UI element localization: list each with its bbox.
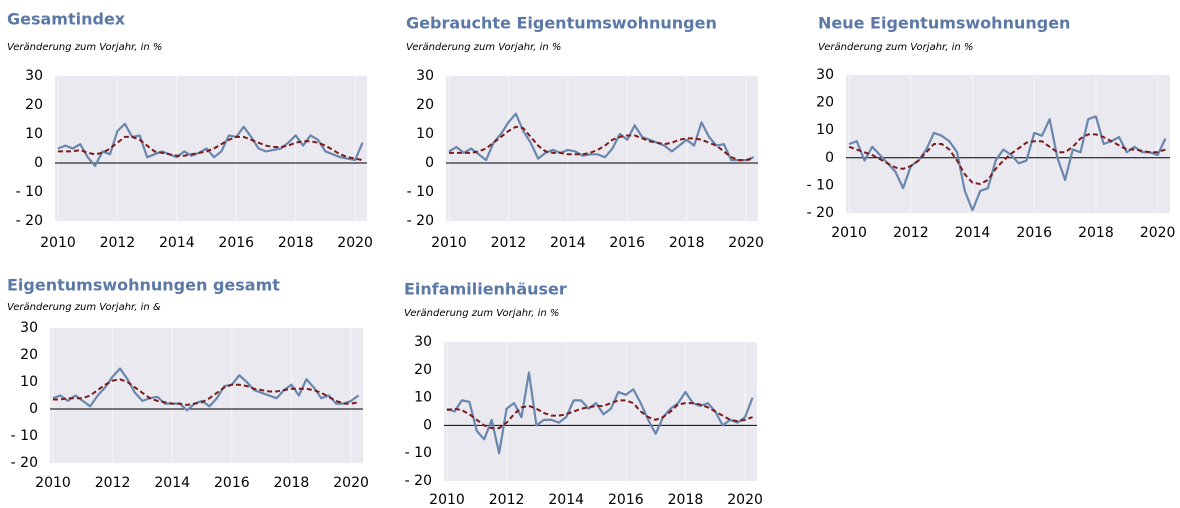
x-tick-label: 2016 [608,492,644,508]
y-tick-label: 20 [414,362,432,378]
x-tick-label: 2014 [154,475,190,491]
y-tick-label: 10 [20,374,38,390]
y-tick-label: 20 [416,97,434,113]
x-tick-label: 2010 [429,492,465,508]
plot-area [446,76,758,221]
x-tick-label: 2012 [95,475,131,491]
y-tick-label: 30 [816,67,834,83]
y-tick-label: 0 [29,401,38,417]
y-tick-label: - 20 [405,473,432,489]
chart-title: Gebrauchte Eigentumswohnungen [406,14,717,33]
y-tick-label: - 10 [16,184,43,200]
x-tick-label: 2018 [278,235,314,251]
x-tick-label: 2016 [1016,225,1052,241]
x-tick-label: 2014 [955,225,991,241]
chart-subtitle: Veränderung zum Vorjahr, in % [818,42,973,53]
data-line [446,371,754,455]
y-tick-label: 30 [20,320,38,336]
chart-title: Einfamilienhäuser [404,280,567,299]
chart-title: Neue Eigentumswohnungen [818,14,1070,33]
x-tick-label: 2012 [893,225,929,241]
x-tick-label: 2010 [431,235,467,251]
trend-line [848,133,1166,186]
x-tick-label: 2016 [609,235,645,251]
y-tick-label: 10 [25,126,43,142]
y-tick-label: 30 [416,68,434,84]
trend-line [52,378,359,406]
y-tick-label: - 10 [807,177,834,193]
chart-title: Eigentumswohnungen gesamt [7,276,280,295]
x-tick-label: 2018 [669,235,705,251]
x-tick-label: 2018 [668,492,704,508]
y-tick-label: 30 [414,334,432,350]
y-tick-label: 20 [25,97,43,113]
x-tick-label: 2014 [159,235,195,251]
y-tick-label: - 20 [11,455,38,471]
y-tick-label: - 10 [405,445,432,461]
x-tick-label: 2020 [727,492,763,508]
x-tick-label: 2010 [35,475,71,491]
x-tick-label: 2016 [214,475,250,491]
y-tick-label: 0 [34,155,43,171]
x-tick-label: 2020 [337,235,373,251]
x-tick-label: 2012 [100,235,136,251]
y-tick-label: - 20 [407,213,434,229]
x-tick-label: 2012 [491,235,527,251]
x-tick-label: 2018 [274,475,310,491]
y-tick-label: 0 [825,150,834,166]
y-tick-label: 0 [425,155,434,171]
y-tick-label: - 10 [407,184,434,200]
data-line [52,367,360,412]
x-tick-label: 2018 [1078,225,1114,241]
y-tick-label: 0 [423,417,432,433]
data-line [848,115,1167,212]
x-tick-label: 2014 [550,235,586,251]
x-tick-label: 2016 [218,235,254,251]
chart-subtitle: Veränderung zum Vorjahr, in % [406,42,561,53]
chart-subtitle: Veränderung zum Vorjahr, in % [7,42,162,53]
x-tick-label: 2012 [489,492,525,508]
x-tick-label: 2020 [728,235,764,251]
y-tick-label: 10 [416,126,434,142]
trend-line [57,135,363,162]
y-tick-label: - 20 [16,213,43,229]
y-tick-label: 30 [25,68,43,84]
x-tick-label: 2020 [333,475,369,491]
chart-subtitle: Veränderung zum Vorjahr, in % [404,308,559,319]
y-tick-label: - 10 [11,428,38,444]
y-tick-label: - 20 [807,205,834,221]
data-line [57,122,364,167]
chart-subtitle: Veränderung zum Vorjahr, in & [7,302,161,313]
y-tick-label: 10 [414,390,432,406]
chart-title: Gesamtindex [7,10,126,29]
trend-line [448,125,754,162]
y-tick-label: 20 [20,347,38,363]
y-tick-label: 10 [816,122,834,138]
x-tick-label: 2020 [1140,225,1176,241]
x-tick-label: 2014 [548,492,584,508]
x-tick-label: 2010 [831,225,867,241]
x-tick-label: 2010 [40,235,76,251]
plot-area [55,76,367,221]
y-tick-label: 20 [816,95,834,111]
plot-area [50,328,363,463]
data-line [448,112,754,162]
trend-line [446,399,753,430]
